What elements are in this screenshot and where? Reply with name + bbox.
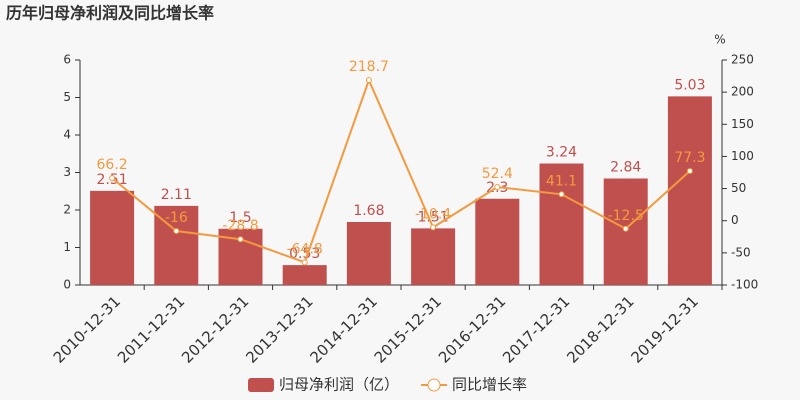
line <box>111 77 691 264</box>
line-point <box>301 259 308 266</box>
x-tick-label: 2013-12-31 <box>242 292 316 366</box>
y-tick-label: 2 <box>63 203 71 217</box>
line-point <box>173 228 180 234</box>
bar <box>282 265 327 285</box>
y2-tick-label: 100 <box>731 149 754 163</box>
x-tick-label: 2012-12-31 <box>178 292 252 366</box>
bar <box>475 198 520 285</box>
bar-label: 1.5 <box>229 210 251 226</box>
bar <box>667 96 712 285</box>
bar <box>90 190 135 285</box>
y2-unit: % <box>714 33 725 47</box>
legend-swatch <box>427 378 441 392</box>
line-point <box>237 236 244 243</box>
line-label: 52.4 <box>482 166 513 182</box>
line-point <box>622 225 629 232</box>
bar <box>539 163 584 285</box>
line-label: -64.8 <box>287 241 323 257</box>
line-point <box>109 175 116 182</box>
y-tick-label: 0 <box>63 278 71 292</box>
line-label: -10.4 <box>415 206 451 222</box>
bar-label: 2.84 <box>610 160 641 176</box>
bar-label: 3.24 <box>546 145 577 161</box>
legend-label: 归母净利润（亿） <box>279 376 399 394</box>
line-label: 218.7 <box>349 59 389 75</box>
line-label: 41.1 <box>546 173 577 189</box>
bar <box>411 228 456 285</box>
line-point <box>494 184 501 191</box>
y2-tick-label: 250 <box>731 53 754 67</box>
line-label: -12.5 <box>608 208 644 224</box>
line-label: 66.2 <box>97 157 128 173</box>
y2-tick-label: -100 <box>731 278 758 292</box>
legend-swatch <box>248 378 274 392</box>
bar-label: 0.53 <box>289 246 320 262</box>
x-tick-label: 2014-12-31 <box>307 292 381 366</box>
y2-tick-label: 50 <box>731 181 746 195</box>
y-tick-label: 6 <box>63 53 71 67</box>
chart-title: 历年归母净利润及同比增长率 <box>6 4 214 23</box>
line-point <box>686 168 693 175</box>
y2-tick-label: 150 <box>731 117 754 131</box>
legend-label: 同比增长率 <box>452 376 527 394</box>
y2-tick-label: 0 <box>731 213 739 227</box>
x-tick-label: 2010-12-31 <box>50 292 124 366</box>
y-tick-label: 1 <box>63 240 71 254</box>
line-label: -16 <box>165 210 188 226</box>
line-point <box>558 191 565 198</box>
y-tick-label: 5 <box>63 90 71 104</box>
x-tick-label: 2016-12-31 <box>435 292 509 366</box>
x-tick-label: 2017-12-31 <box>499 292 573 366</box>
y2-tick-label: -50 <box>731 245 751 259</box>
x-tick-label: 2011-12-31 <box>114 292 188 366</box>
line-point <box>365 77 372 84</box>
x-tick-label: 2019-12-31 <box>628 292 702 366</box>
line-point <box>430 224 437 231</box>
y-tick-label: 3 <box>63 165 71 179</box>
y2-tick-label: 200 <box>731 85 754 99</box>
bar-label: 5.03 <box>674 77 705 93</box>
x-tick-label: 2018-12-31 <box>563 292 637 366</box>
bar-label: 2.11 <box>161 187 192 203</box>
bar <box>346 222 391 285</box>
line-label: 77.3 <box>674 150 705 166</box>
x-tick-label: 2015-12-31 <box>371 292 445 366</box>
line-label: -28.8 <box>222 218 258 234</box>
y-tick-label: 4 <box>63 128 71 142</box>
bar-label: 1.68 <box>353 203 384 219</box>
